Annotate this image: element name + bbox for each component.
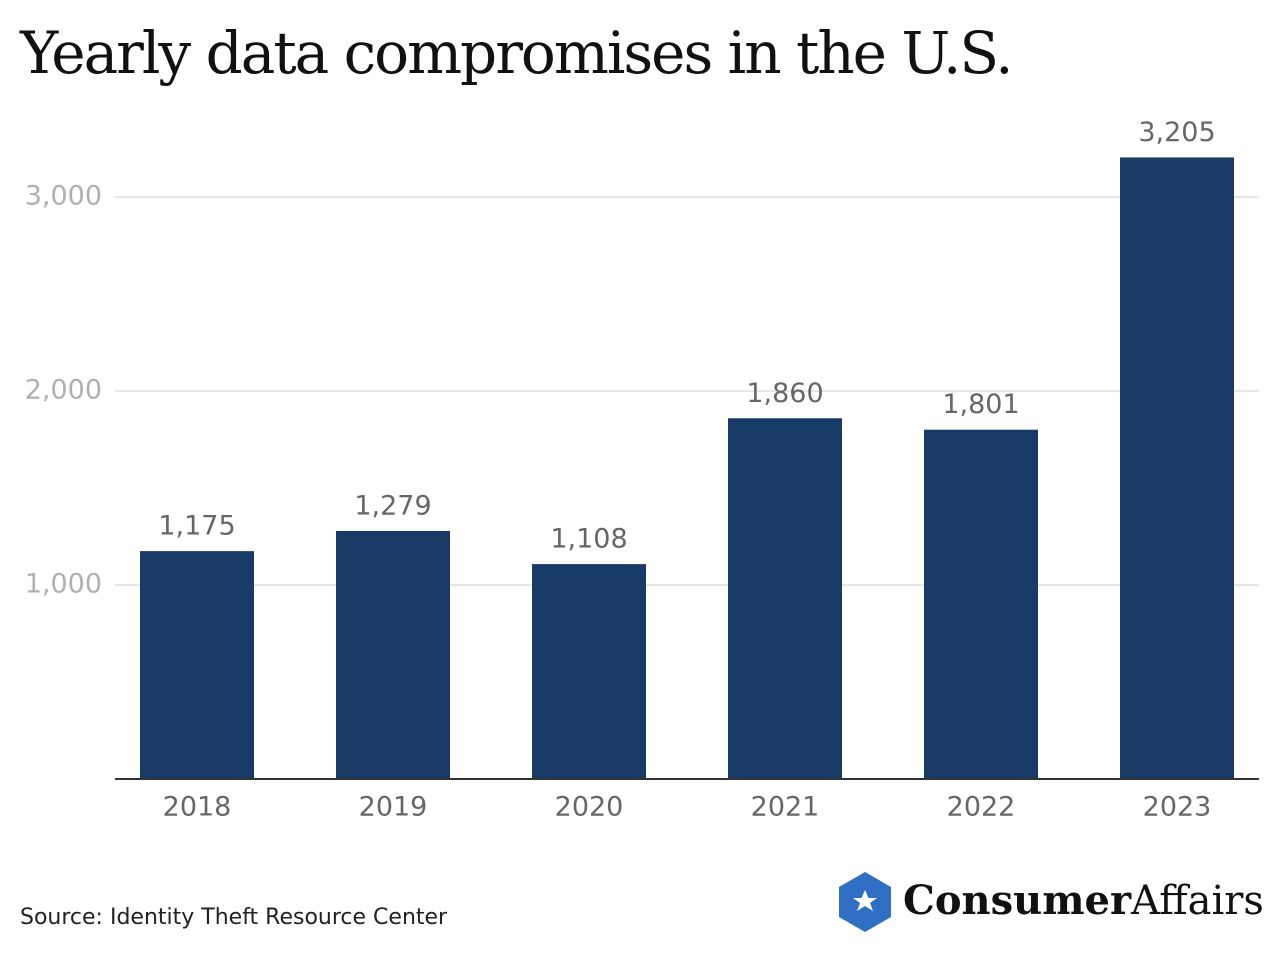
x-tick-label: 2019 bbox=[359, 792, 428, 823]
x-tick-label: 2018 bbox=[163, 792, 232, 823]
y-tick-label: 3,000 bbox=[25, 181, 102, 212]
x-tick-label: 2022 bbox=[947, 792, 1016, 823]
y-tick-label: 1,000 bbox=[25, 569, 102, 600]
x-tick-label: 2020 bbox=[555, 792, 624, 823]
value-label: 1,279 bbox=[354, 490, 431, 521]
brand-bold: Consumer bbox=[903, 877, 1132, 924]
value-label: 1,860 bbox=[746, 378, 823, 409]
brand-regular: Affairs bbox=[1130, 878, 1264, 924]
brand: ConsumerAffairs bbox=[903, 877, 1264, 924]
bar bbox=[728, 418, 842, 779]
bar bbox=[1120, 157, 1234, 779]
x-tick-label: 2023 bbox=[1143, 792, 1212, 823]
chart-title: Yearly data compromises in the U.S. bbox=[19, 19, 1012, 87]
x-tick-label: 2021 bbox=[751, 792, 820, 823]
value-label: 1,175 bbox=[158, 511, 235, 542]
logo: ConsumerAffairs bbox=[839, 872, 1264, 932]
y-tick-label: 2,000 bbox=[25, 375, 102, 406]
value-label: 1,801 bbox=[942, 389, 1019, 420]
bar bbox=[532, 564, 646, 779]
source: Source: Identity Theft Resource Center bbox=[20, 905, 448, 930]
bar bbox=[336, 530, 450, 779]
logo-star bbox=[853, 890, 877, 911]
value-label: 3,205 bbox=[1138, 117, 1215, 148]
bar bbox=[140, 551, 254, 779]
value-label: 1,108 bbox=[550, 524, 627, 555]
bar bbox=[924, 429, 1038, 779]
